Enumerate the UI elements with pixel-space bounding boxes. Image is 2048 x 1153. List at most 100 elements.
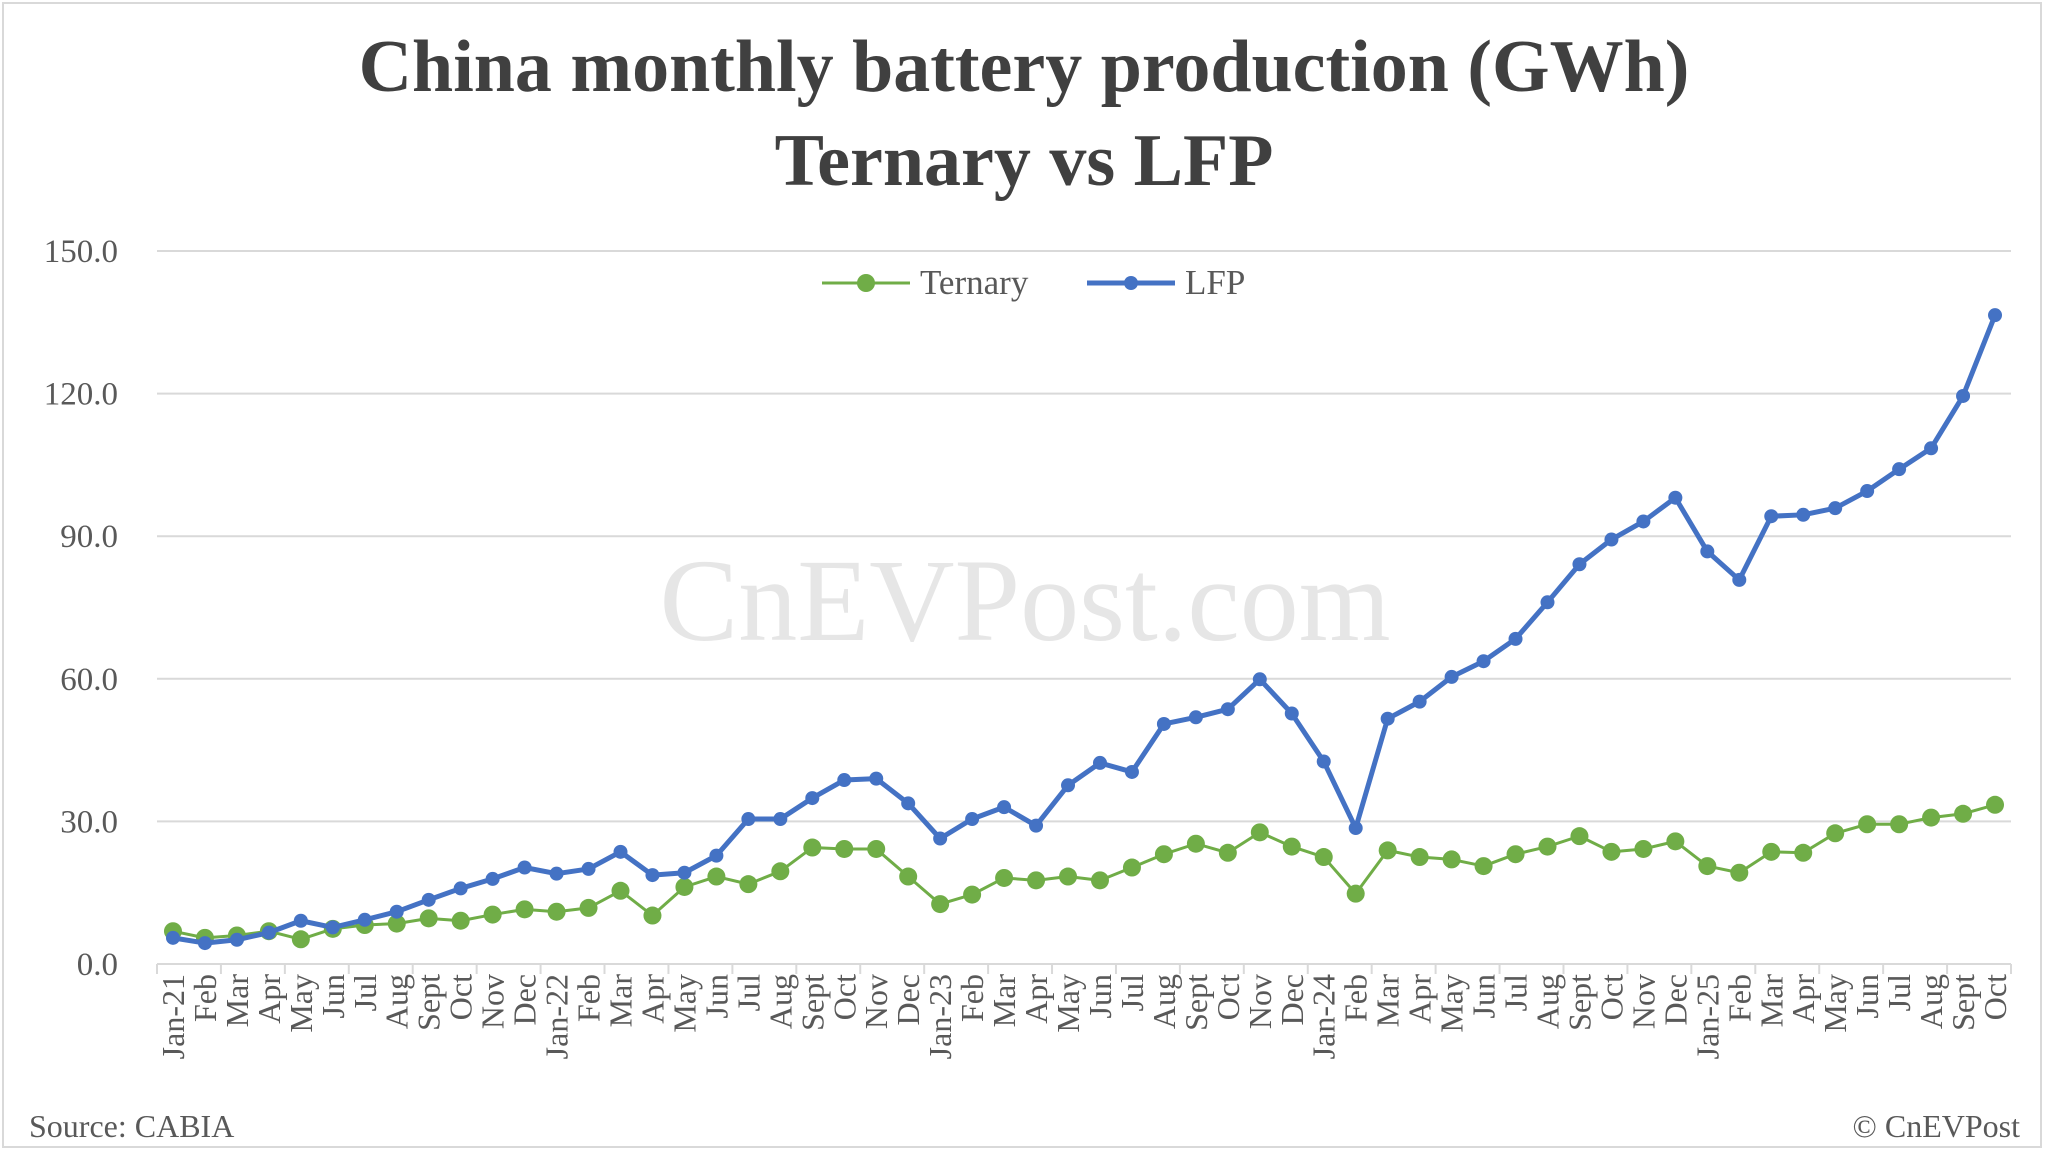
data-point-lfp xyxy=(229,932,244,947)
data-point-ternary xyxy=(1314,848,1333,867)
x-tick-label: Jun xyxy=(1466,974,1502,1018)
data-point-ternary xyxy=(1826,824,1845,843)
data-point-ternary xyxy=(995,868,1014,887)
x-tick-label: Apr xyxy=(1785,974,1821,1024)
x-tick-label: Jan-21 xyxy=(155,974,191,1059)
data-point-lfp xyxy=(357,912,372,927)
data-point-ternary xyxy=(899,867,918,886)
x-tick-label: Jun xyxy=(1082,974,1118,1018)
data-point-ternary xyxy=(643,906,662,925)
data-point-lfp xyxy=(1029,818,1044,833)
data-point-ternary xyxy=(1154,845,1173,864)
x-tick-label: Apr xyxy=(251,974,287,1024)
y-tick-label: 120.0 xyxy=(44,377,118,413)
data-point-ternary xyxy=(739,875,758,894)
x-tick-label: Jul xyxy=(1114,974,1150,1011)
x-tick-label: Sept xyxy=(1178,974,1214,1031)
y-tick-label: 30.0 xyxy=(60,804,118,840)
data-point-lfp xyxy=(709,848,724,863)
x-tick-label: Dec xyxy=(890,974,926,1026)
y-tick-label: 150.0 xyxy=(44,234,118,270)
data-point-lfp xyxy=(421,892,436,907)
x-tick-label: Dec xyxy=(1274,974,1310,1026)
x-tick-label: Mar xyxy=(1753,974,1789,1028)
x-tick-label: Oct xyxy=(1977,974,2013,1020)
x-tick-label: Aug xyxy=(1913,974,1949,1029)
legend-label-ternary: Ternary xyxy=(920,263,1029,302)
data-point-ternary xyxy=(1602,842,1621,861)
y-tick-label: 90.0 xyxy=(60,519,118,555)
x-tick-label: Nov xyxy=(475,974,511,1029)
x-tick-label: Apr xyxy=(634,974,670,1024)
data-point-lfp xyxy=(837,773,852,788)
data-point-lfp xyxy=(933,831,948,846)
data-point-lfp xyxy=(1924,441,1939,456)
data-point-lfp xyxy=(1764,509,1779,524)
data-point-lfp xyxy=(1604,532,1619,547)
data-point-ternary xyxy=(1090,871,1109,890)
x-tick-label: Oct xyxy=(826,974,862,1020)
data-point-lfp xyxy=(453,881,468,896)
data-point-lfp xyxy=(517,860,532,875)
data-point-ternary xyxy=(1186,834,1205,853)
chart-title: China monthly battery production (GWh) xyxy=(358,26,1690,108)
data-point-ternary xyxy=(483,905,502,924)
x-tick-label: Jun xyxy=(315,974,351,1018)
data-point-lfp xyxy=(1700,544,1715,559)
x-tick-label: Feb xyxy=(571,974,607,1022)
data-point-lfp xyxy=(325,920,340,935)
data-point-ternary xyxy=(803,838,822,857)
x-tick-label: Sept xyxy=(1561,974,1597,1031)
x-tick-label: Oct xyxy=(1593,974,1629,1020)
data-point-ternary xyxy=(963,885,982,904)
x-tick-label: Jan-23 xyxy=(922,974,958,1059)
data-point-lfp xyxy=(1508,631,1523,646)
x-tick-label: May xyxy=(1050,974,1086,1033)
data-point-lfp xyxy=(1316,754,1331,769)
data-point-ternary xyxy=(419,909,438,928)
data-point-lfp xyxy=(677,865,692,880)
data-point-lfp xyxy=(1284,706,1299,721)
data-point-ternary xyxy=(771,862,790,881)
data-point-lfp xyxy=(1668,490,1683,505)
x-tick-label: Jul xyxy=(1881,974,1917,1011)
watermark: CnEVPost.com xyxy=(660,535,1391,666)
data-point-ternary xyxy=(931,895,950,914)
data-point-ternary xyxy=(1954,804,1973,823)
x-tick-label: Jun xyxy=(698,974,734,1018)
x-tick-label: Feb xyxy=(1338,974,1374,1022)
series-line-lfp xyxy=(172,314,1998,946)
data-point-lfp xyxy=(869,771,884,786)
data-point-ternary xyxy=(1794,843,1813,862)
data-point-lfp xyxy=(1188,710,1203,725)
data-point-ternary xyxy=(1922,808,1941,827)
x-tick-label: Jan-25 xyxy=(1689,974,1725,1059)
legend-marker-ternary xyxy=(857,274,875,292)
data-point-ternary xyxy=(707,867,726,886)
series-line-ternary xyxy=(172,803,1996,941)
data-point-lfp xyxy=(805,791,820,806)
data-point-lfp xyxy=(1988,308,2003,323)
data-point-ternary xyxy=(1762,842,1781,861)
x-tick-label: May xyxy=(666,974,702,1033)
data-point-lfp xyxy=(1892,462,1907,477)
x-tick-label: Jul xyxy=(347,974,383,1011)
legend-label-lfp: LFP xyxy=(1185,263,1245,302)
x-tick-label: Jan-24 xyxy=(1306,974,1342,1059)
x-tick-label: Apr xyxy=(1402,974,1438,1024)
data-point-ternary xyxy=(1059,867,1078,886)
data-point-lfp xyxy=(965,812,980,827)
data-point-ternary xyxy=(867,839,886,858)
data-point-ternary xyxy=(387,914,406,933)
x-tick-label: Feb xyxy=(187,974,223,1022)
data-point-ternary xyxy=(547,902,566,921)
x-tick-label: Sept xyxy=(411,974,447,1031)
data-point-lfp xyxy=(1828,501,1843,516)
data-point-lfp xyxy=(1092,755,1107,770)
copyright-note: © CnEVPost xyxy=(1852,1108,2020,1144)
data-point-lfp xyxy=(901,796,916,811)
data-point-ternary xyxy=(1570,827,1589,846)
data-point-ternary xyxy=(291,930,310,949)
